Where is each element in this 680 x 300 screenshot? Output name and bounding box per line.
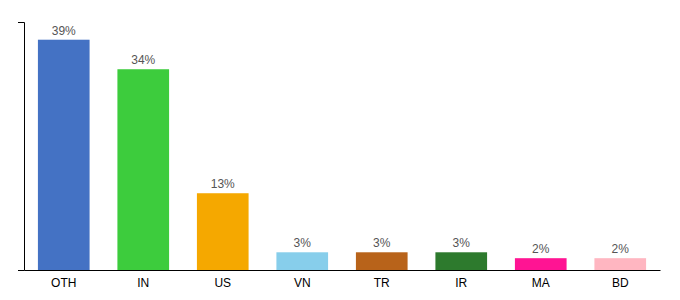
x-tick-label: OTH [51,276,76,290]
x-tick: OTH [51,276,76,290]
chart-svg: OTH IN US VN TR IR MA BD 39% 34% 13% 3% 3% 3% 2% 2% [0,0,680,300]
x-tick-label: TR [374,276,390,290]
x-tick-label: VN [294,276,311,290]
bar [117,69,169,270]
x-tick-label: IR [455,276,467,290]
x-axis-line [25,270,661,271]
bar [435,252,487,270]
bar [356,252,408,270]
bar [38,40,90,270]
bar [276,252,328,270]
x-tick: IN [137,276,149,290]
data-label: 3% [294,236,312,250]
bars [38,40,646,270]
data-labels: 39% 34% 13% 3% 3% 3% 2% 2% [52,24,630,256]
data-label: 13% [211,177,235,191]
x-tick-label: BD [612,276,629,290]
data-label: 3% [453,236,471,250]
x-tick: MA [532,276,550,290]
data-label: 2% [612,242,630,256]
x-tick: TR [374,276,390,290]
x-tick-label: US [214,276,231,290]
x-tick-label: MA [532,276,550,290]
bar [197,193,249,270]
y-axis [18,23,25,271]
data-label: 2% [532,242,550,256]
x-tick-label: IN [137,276,149,290]
chart-container: OTH IN US VN TR IR MA BD 39% 34% 13% 3% 3% 3% 2% 2% [0,0,680,300]
y-axis-line [18,23,25,271]
bar [515,258,567,270]
plot-area: OTH IN US VN TR IR MA BD 39% 34% 13% 3% 3% 3% 2% 2% [18,23,661,290]
data-label: 39% [52,24,76,38]
x-tick: US [214,276,231,290]
bar [594,258,646,270]
x-tick: BD [612,276,629,290]
data-label: 3% [373,236,391,250]
data-label: 34% [131,53,155,67]
x-axis: OTH IN US VN TR IR MA BD [25,271,661,290]
x-tick: VN [294,276,311,290]
x-tick: IR [455,276,467,290]
